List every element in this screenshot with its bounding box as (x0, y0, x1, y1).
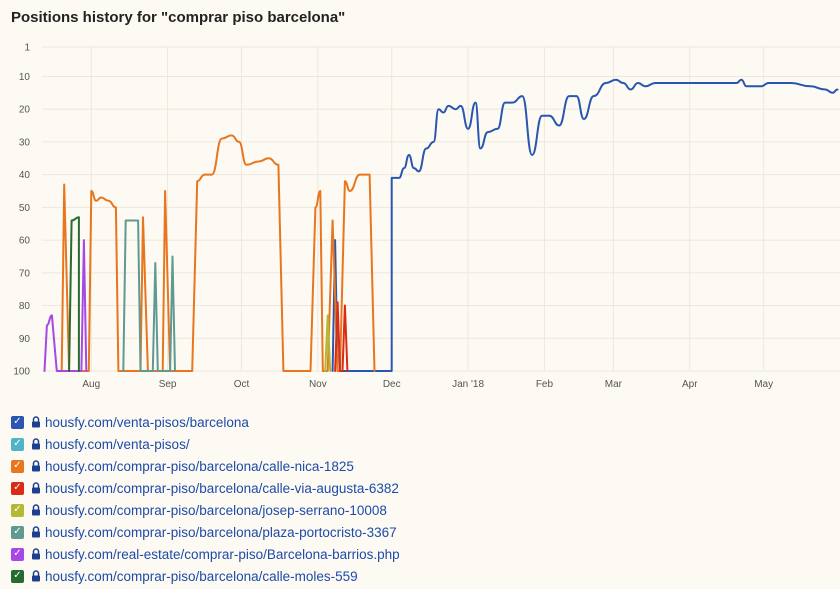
lock-icon (32, 460, 40, 472)
lock-icon (32, 548, 40, 560)
chart-title: Positions history for "comprar piso barc… (11, 9, 346, 26)
legend-checkbox[interactable]: ✓ (11, 503, 24, 517)
legend-link[interactable]: housfy.com/comprar-piso/barcelona/calle-… (45, 458, 354, 474)
legend-item[interactable]: ✓ housfy.com/comprar-piso/barcelona/josep… (11, 499, 400, 521)
legend: ✓ housfy.com/venta-pisos/barcelona ✓ housfy… (11, 411, 400, 587)
y-tick-label: 20 (19, 105, 31, 116)
x-tick-label: Dec (383, 379, 401, 390)
x-tick-label: Jan '18 (452, 379, 484, 390)
lock-icon (32, 504, 40, 516)
y-tick-label: 60 (19, 236, 31, 247)
legend-checkbox[interactable]: ✓ (11, 415, 24, 429)
legend-link[interactable]: housfy.com/comprar-piso/barcelona/plaza-… (45, 524, 397, 540)
x-tick-label: Mar (605, 379, 623, 390)
y-tick-label: 50 (19, 203, 31, 214)
x-tick-label: May (754, 379, 773, 390)
series-line-8 (68, 216, 80, 372)
x-tick-label: Apr (682, 379, 698, 390)
legend-checkbox[interactable]: ✓ (11, 547, 24, 561)
lock-icon (32, 526, 40, 538)
x-tick-label: Oct (234, 379, 250, 390)
legend-item[interactable]: ✓ housfy.com/real-estate/comprar-piso/Bar… (11, 543, 400, 565)
y-tick-label: 40 (19, 170, 31, 181)
series-line-1 (331, 78, 839, 372)
legend-link[interactable]: housfy.com/venta-pisos/barcelona (45, 414, 249, 430)
legend-link[interactable]: housfy.com/comprar-piso/barcelona/josep-… (45, 502, 387, 518)
legend-item[interactable]: ✓ housfy.com/comprar-piso/barcelona/calle… (11, 477, 400, 499)
legend-checkbox[interactable]: ✓ (11, 437, 24, 451)
legend-link[interactable]: housfy.com/venta-pisos/ (45, 436, 190, 452)
axes: 1 10 20 30 40 50 60 70 80 90 100 Aug Sep Oct Nov Dec Jan… (13, 43, 773, 391)
grid (42, 46, 840, 372)
lock-icon (32, 438, 40, 450)
legend-checkbox[interactable]: ✓ (11, 525, 24, 539)
legend-link[interactable]: housfy.com/comprar-piso/barcelona/calle-… (45, 568, 358, 584)
legend-checkbox[interactable]: ✓ (11, 569, 24, 583)
series-line-6 (122, 219, 176, 372)
legend-link[interactable]: housfy.com/real-estate/comprar-piso/Barc… (45, 546, 400, 562)
legend-link[interactable]: housfy.com/comprar-piso/barcelona/calle-… (45, 480, 399, 496)
x-tick-label: Aug (82, 379, 100, 390)
positions-chart: 1 10 20 30 40 50 60 70 80 90 100 Aug Sep Oct Nov Dec Jan… (13, 43, 840, 391)
lock-icon (32, 482, 40, 494)
legend-item[interactable]: ✓ housfy.com/comprar-piso/barcelona/calle… (11, 455, 400, 477)
x-tick-label: Sep (159, 379, 177, 390)
y-tick-label: 30 (19, 137, 31, 148)
y-tick-label: 1 (24, 43, 30, 54)
series-line-4 (334, 301, 349, 372)
legend-item[interactable]: ✓ housfy.com/comprar-piso/barcelona/plaza… (11, 521, 400, 543)
legend-item[interactable]: ✓ housfy.com/venta-pisos/barcelona (11, 411, 400, 433)
y-tick-label: 10 (19, 72, 31, 83)
legend-checkbox[interactable]: ✓ (11, 481, 24, 495)
lock-icon (32, 416, 40, 428)
x-tick-label: Nov (309, 379, 327, 390)
y-tick-label: 90 (19, 334, 31, 345)
y-tick-label: 100 (13, 367, 30, 378)
legend-item[interactable]: ✓ housfy.com/comprar-piso/barcelona/calle… (11, 565, 400, 587)
series-lines (43, 78, 839, 372)
y-tick-label: 80 (19, 301, 31, 312)
legend-checkbox[interactable]: ✓ (11, 459, 24, 473)
legend-item[interactable]: ✓ housfy.com/venta-pisos/ (11, 433, 400, 455)
series-line-5 (324, 314, 332, 372)
lock-icon (32, 570, 40, 582)
y-tick-label: 70 (19, 268, 31, 279)
x-tick-label: Feb (536, 379, 554, 390)
